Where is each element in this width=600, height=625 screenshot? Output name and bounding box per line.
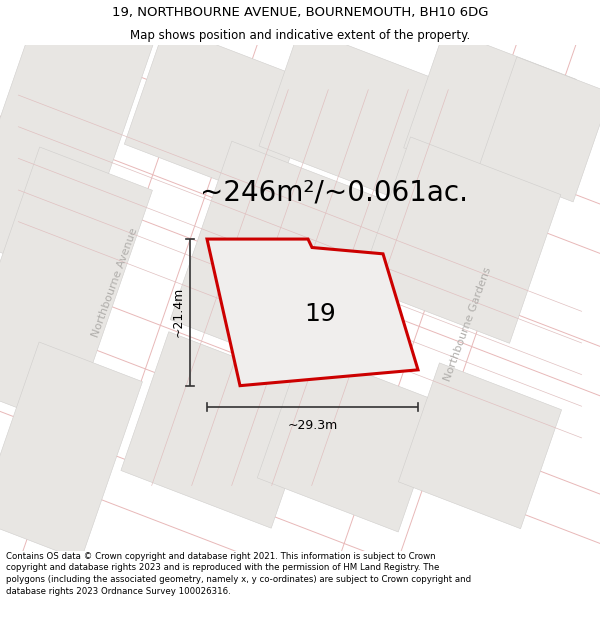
Text: Contains OS data © Crown copyright and database right 2021. This information is : Contains OS data © Crown copyright and d… [6,552,471,596]
Text: ~246m²/~0.061ac.: ~246m²/~0.061ac. [200,179,468,207]
Polygon shape [359,137,561,343]
Polygon shape [479,57,600,202]
Polygon shape [0,0,161,280]
Polygon shape [404,29,576,198]
Polygon shape [398,363,562,529]
Text: Map shows position and indicative extent of the property.: Map shows position and indicative extent… [130,29,470,42]
Polygon shape [0,147,152,428]
Text: 19, NORTHBOURNE AVENUE, BOURNEMOUTH, BH10 6DG: 19, NORTHBOURNE AVENUE, BOURNEMOUTH, BH1… [112,6,488,19]
Polygon shape [207,239,418,386]
Text: ~29.3m: ~29.3m [287,419,338,432]
Polygon shape [124,25,316,202]
Text: 19: 19 [304,302,336,326]
Polygon shape [259,27,441,200]
Polygon shape [257,349,443,532]
Polygon shape [121,332,319,528]
Text: ~21.4m: ~21.4m [172,288,185,338]
Polygon shape [0,342,142,560]
Polygon shape [170,141,420,392]
Text: Northbourne Avenue: Northbourne Avenue [91,226,139,338]
Text: Northbourne Gardens: Northbourne Gardens [443,266,493,383]
